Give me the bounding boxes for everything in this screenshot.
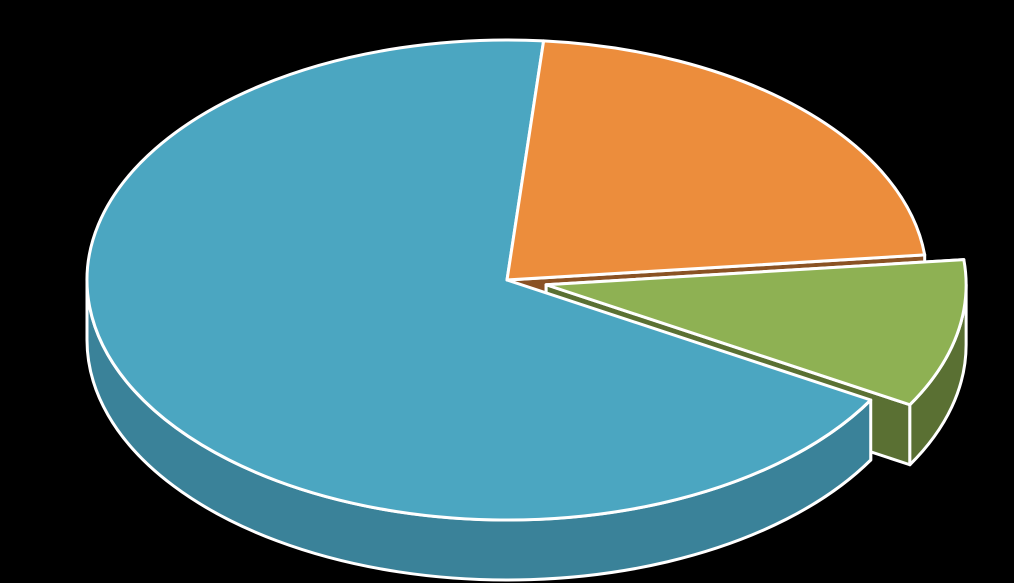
pie-chart-3d bbox=[0, 0, 1014, 583]
pie-slice-slice-orange-top bbox=[507, 41, 925, 280]
